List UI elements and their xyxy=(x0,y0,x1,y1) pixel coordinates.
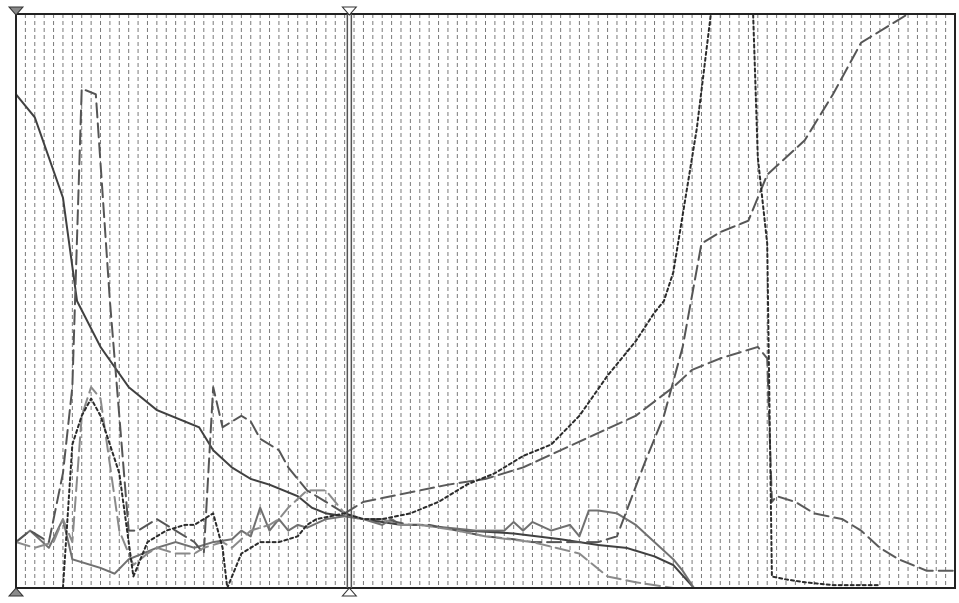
left-top-handle-icon[interactable] xyxy=(7,6,25,16)
series-line-solid-gray xyxy=(15,506,695,589)
series-line-dash-light xyxy=(15,386,759,589)
marker-top-handle-icon[interactable] xyxy=(341,6,358,16)
left-bottom-handle-icon[interactable] xyxy=(7,587,25,597)
series-line-solid-dark xyxy=(15,93,759,589)
series-line-dash-right xyxy=(343,345,956,572)
marker-bottom-handle-icon[interactable] xyxy=(341,587,358,597)
marker-layer[interactable] xyxy=(346,14,353,588)
plot-border xyxy=(15,13,956,589)
axis-handles[interactable] xyxy=(7,6,358,597)
vertical-grid xyxy=(24,14,947,588)
